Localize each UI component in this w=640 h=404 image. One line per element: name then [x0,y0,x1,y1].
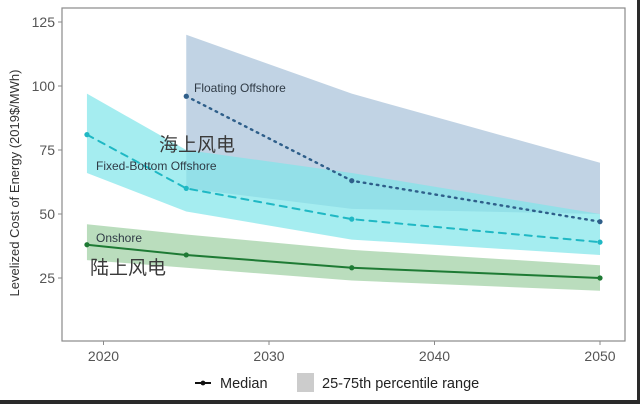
legend-percentile-swatch [297,373,314,392]
y-tick-label-100: 100 [32,78,56,94]
median-line-onshore [85,243,601,279]
series-label-floating-offshore: Floating Offshore [194,81,286,95]
percentile-bands [86,34,600,291]
y-tick-label-75: 75 [39,142,55,158]
x-tick-label-2020: 2020 [88,348,119,364]
series-label-onshore: Onshore [96,231,142,245]
median-point-fixed-bottom-offshore-2050 [597,239,603,245]
x-tick-label-2040: 2040 [419,348,450,364]
median-point-floating-offshore-2050 [597,219,603,225]
y-tick-label-50: 50 [39,206,55,222]
annotation-offshore-cn: 海上风电 [159,134,235,156]
y-tick-label-125: 125 [32,14,56,30]
median-points [84,93,603,281]
band-fixed-bottom-offshore [86,93,600,255]
median-point-fixed-bottom-offshore-2019 [84,132,90,138]
x-tick-label-2030: 2030 [253,348,284,364]
median-line-fixed-bottom-offshore [85,133,601,244]
median-point-onshore-2025 [183,252,189,258]
legend-label-median: Median [220,376,268,392]
series-label-fixed-bottom-offshore: Fixed-Bottom Offshore [96,159,217,173]
median-point-onshore-2050 [597,275,603,281]
median-point-onshore-2035 [349,265,355,271]
legend-label-percentile-range: 25-75th percentile range [322,376,479,392]
plot-panel-border [61,7,626,342]
median-point-fixed-bottom-offshore-2035 [349,216,355,222]
median-point-floating-offshore-2025 [183,93,189,99]
legend-median-point [200,380,206,386]
median-point-floating-offshore-2035 [349,178,355,184]
annotation-onshore-cn: 陆上风电 [90,257,166,279]
legend: Median 25-75th percentile range [195,373,479,392]
y-tick-label-25: 25 [39,270,55,286]
x-axis: 2020 2030 2040 2050 [88,341,616,364]
median-point-onshore-2019 [84,242,90,248]
band-onshore [86,224,600,291]
x-tick-label-2050: 2050 [584,348,615,364]
median-point-fixed-bottom-offshore-2025 [183,185,189,191]
y-axis-title: Levelized Cost of Energy (2019$/MWh) [7,70,22,297]
y-axis: 25 50 75 100 125 [32,14,62,286]
